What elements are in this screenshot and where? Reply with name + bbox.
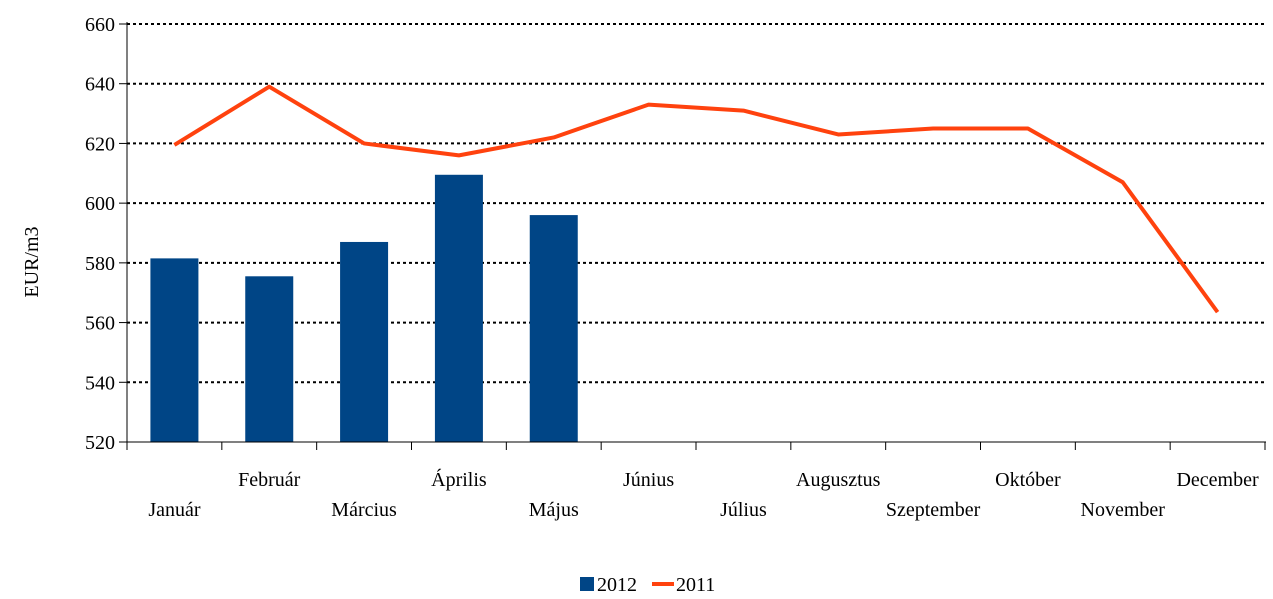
series-line — [173, 84, 1220, 314]
x-tick-label: Július — [720, 499, 767, 521]
gridlines — [127, 23, 1265, 384]
x-tick-label: Október — [995, 469, 1061, 491]
y-tick-label: 660 — [85, 14, 115, 36]
legend-label-2012: 2012 — [597, 574, 637, 596]
bar — [245, 276, 294, 442]
y-tick-label: 620 — [85, 133, 115, 155]
y-tick-label: 640 — [85, 74, 115, 96]
y-axis-title: EUR/m3 — [21, 226, 43, 297]
x-tick-label: December — [1176, 469, 1259, 491]
legend-swatch-2012 — [580, 577, 594, 591]
bar — [150, 258, 199, 442]
bar — [529, 215, 578, 442]
legend-label-2011: 2011 — [676, 574, 715, 596]
y-tick-label: 600 — [85, 193, 115, 215]
x-tick-label: Augusztus — [796, 469, 881, 491]
y-tick-label: 520 — [85, 432, 115, 454]
x-tick-label: Május — [529, 499, 579, 521]
x-tick-label: Április — [431, 468, 487, 491]
x-tick-labels: Január Február Március Április Május Június Jú… — [148, 468, 1259, 521]
y-tick-label: 580 — [85, 253, 115, 275]
bar — [434, 174, 483, 442]
x-tick-label: Június — [623, 469, 674, 491]
bar — [340, 241, 389, 442]
x-tick-label: November — [1081, 499, 1166, 521]
x-tick-label: Január — [148, 499, 201, 521]
y-tick-labels: 520 540 560 580 600 620 640 660 — [85, 14, 115, 454]
x-tick-label: Március — [331, 499, 397, 521]
line-series-2011 — [173, 84, 1220, 314]
bar-series-2012 — [150, 174, 578, 442]
y-tick-label: 540 — [85, 372, 115, 394]
x-tick-label: Szeptember — [886, 499, 981, 521]
x-tick-label: Február — [238, 469, 301, 491]
y-tick-label: 560 — [85, 313, 115, 335]
axes — [119, 22, 1266, 450]
legend: 2012 2011 — [580, 574, 715, 596]
